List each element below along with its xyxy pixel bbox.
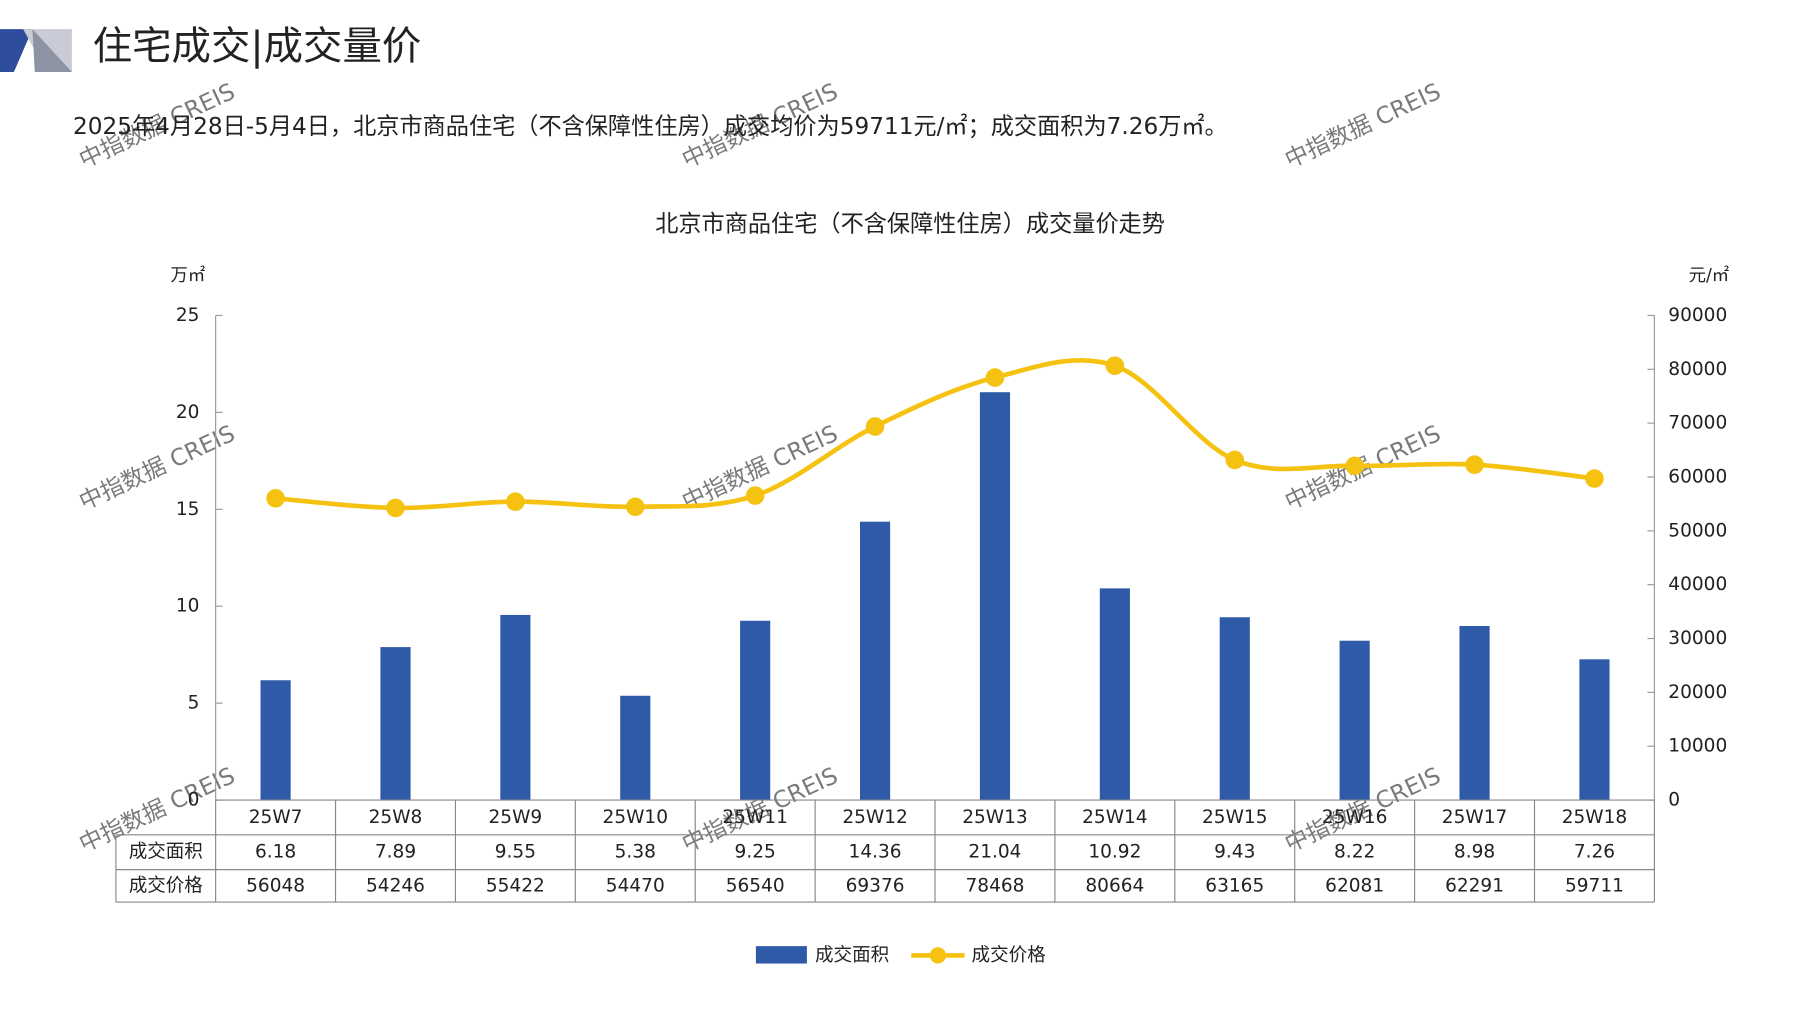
table-value: 10.92 <box>1088 842 1141 863</box>
table-value: 62081 <box>1325 875 1384 896</box>
table-value: 21.04 <box>968 842 1021 863</box>
table-value: 63165 <box>1205 875 1264 896</box>
summary: 2025年4月28日-5月4日，北京市商品住宅（不含保障性住房）成交均价为597… <box>73 113 1228 140</box>
price-line <box>275 358 1595 511</box>
watermark: 中指数据 CREIS <box>1281 78 1445 174</box>
y2-tick-label: 10000 <box>1668 736 1727 757</box>
table-value: 9.55 <box>495 842 536 863</box>
header-icon <box>0 29 33 72</box>
price-point <box>1105 356 1125 375</box>
bar <box>979 392 1011 801</box>
x-tick-label: 25W10 <box>603 807 668 828</box>
price-point <box>1465 455 1484 474</box>
table-value: 54470 <box>606 875 665 896</box>
price-point <box>745 486 765 505</box>
table-row-label: 成交面积 <box>129 842 203 863</box>
y2-tick-label: 60000 <box>1668 466 1727 487</box>
table-value: 9.25 <box>735 842 776 863</box>
x-tick-label: 25W15 <box>1202 807 1267 828</box>
x-tick-label: 25W7 <box>249 807 303 828</box>
table-value: 62291 <box>1445 875 1504 896</box>
table-value: 59711 <box>1565 875 1624 896</box>
y-tick-label: 15 <box>176 499 200 520</box>
bar <box>260 680 291 801</box>
bar <box>859 521 891 801</box>
table-row-label: 成交价格 <box>129 875 204 896</box>
legend-swatch <box>755 946 807 964</box>
table-value: 54246 <box>366 875 425 896</box>
legend-label: 成交面积 <box>815 945 889 966</box>
bar <box>1099 588 1130 801</box>
y2-axis-label: 元/㎡ <box>1689 266 1730 286</box>
x-tick-label: 25W17 <box>1442 807 1507 828</box>
x-tick-label: 25W8 <box>369 807 423 828</box>
y-tick-label: 0 <box>188 790 200 811</box>
price-point <box>386 498 405 518</box>
price-point <box>865 417 885 436</box>
legend-swatch <box>929 947 947 964</box>
price-point <box>985 368 1005 387</box>
table-value: 80664 <box>1085 875 1144 896</box>
table-value: 6.18 <box>255 842 296 863</box>
table-value: 78468 <box>965 875 1024 896</box>
price-point <box>506 492 525 511</box>
y2-tick-label: 80000 <box>1668 359 1727 380</box>
bar <box>500 614 531 801</box>
y2-tick-label: 0 <box>1668 790 1680 811</box>
bar <box>1339 640 1370 801</box>
table-value: 55422 <box>486 875 545 896</box>
y-tick-label: 20 <box>176 402 200 423</box>
y2-tick-label: 70000 <box>1668 413 1727 434</box>
y2-tick-label: 50000 <box>1668 520 1727 541</box>
x-tick-label: 25W18 <box>1562 807 1627 828</box>
y-tick-label: 5 <box>188 693 200 714</box>
x-tick-label: 25W16 <box>1322 807 1387 828</box>
price-point <box>1345 456 1364 476</box>
bar <box>1219 617 1250 801</box>
table-value: 5.38 <box>615 842 656 863</box>
table-value: 7.89 <box>375 842 416 863</box>
page-title: 住宅成交|成交量价 <box>93 23 422 69</box>
table-value: 9.43 <box>1214 842 1255 863</box>
price-point <box>1585 469 1604 488</box>
legend-label: 成交价格 <box>972 945 1047 966</box>
table-value: 56540 <box>726 875 785 896</box>
y2-tick-label: 20000 <box>1668 682 1727 703</box>
y-tick-label: 10 <box>176 596 200 617</box>
chart-title: 北京市商品住宅（不含保障性住房）成交量价走势 <box>655 211 1165 238</box>
table-value: 69376 <box>846 875 905 896</box>
table-value: 14.36 <box>849 842 902 863</box>
table-value: 56048 <box>246 875 305 896</box>
bar <box>380 647 411 801</box>
y-axis-label: 万㎡ <box>170 266 205 286</box>
bar <box>1579 659 1610 801</box>
price-point <box>626 497 645 517</box>
x-tick-label: 25W11 <box>722 807 787 828</box>
x-tick-label: 25W9 <box>489 807 543 828</box>
table-value: 7.26 <box>1574 842 1615 863</box>
y2-tick-label: 30000 <box>1668 628 1727 649</box>
bar <box>1459 625 1490 801</box>
y-tick-label: 25 <box>176 305 200 326</box>
bar <box>620 695 651 801</box>
bar <box>740 620 771 801</box>
table-value: 8.98 <box>1454 842 1495 863</box>
price-point <box>266 488 285 508</box>
x-tick-label: 25W12 <box>842 807 907 828</box>
y2-tick-label: 90000 <box>1668 305 1727 326</box>
x-tick-label: 25W13 <box>962 807 1027 828</box>
watermark: 中指数据 CREIS <box>75 420 239 516</box>
table-value: 8.22 <box>1334 842 1375 863</box>
price-point <box>1225 450 1245 470</box>
x-tick-label: 25W14 <box>1082 807 1147 828</box>
y2-tick-label: 40000 <box>1668 574 1727 595</box>
